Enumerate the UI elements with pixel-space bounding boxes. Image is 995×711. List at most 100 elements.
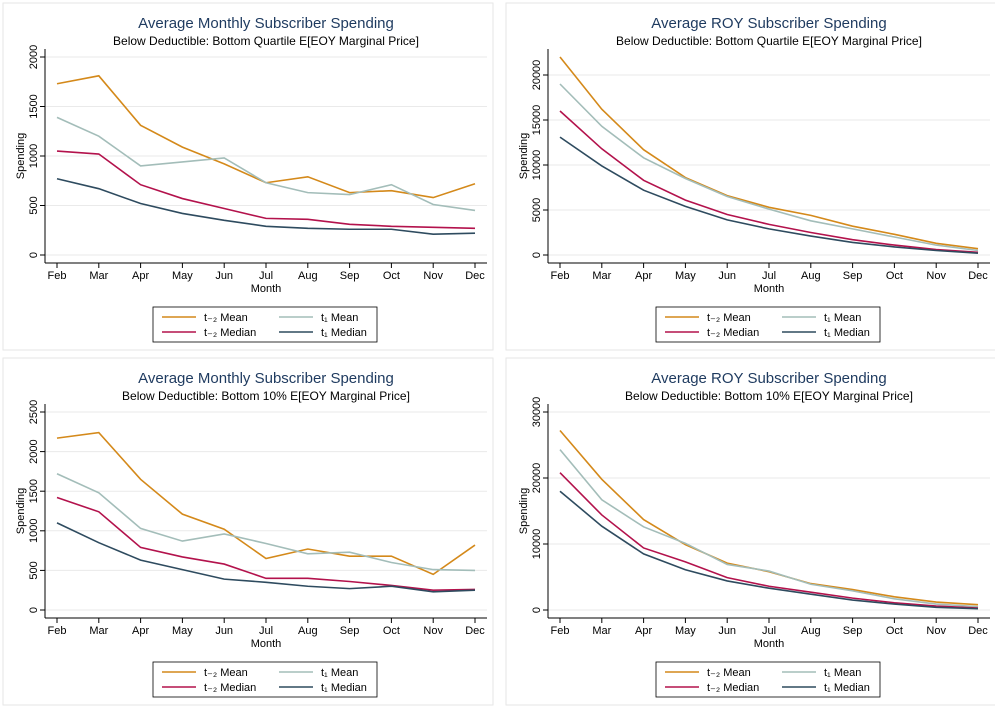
legend-label: t₋₂ Mean — [707, 312, 751, 324]
legend-label: t₁ Median — [321, 327, 367, 339]
x-tick-label: Feb — [551, 625, 570, 637]
panel — [505, 2, 995, 351]
x-tick-label: Feb — [48, 625, 67, 637]
series-line — [56, 473, 476, 572]
series-line — [559, 110, 979, 254]
chart-panel: Average ROY Subscriber Spending Below Ded… — [505, 2, 995, 351]
chart-panel: Average Monthly Subscriber Spending Below… — [2, 2, 494, 351]
x-tick-label: Oct — [886, 625, 903, 637]
x-tick-label: Sep — [843, 625, 863, 637]
x-axis-title: Month — [251, 283, 282, 295]
series-line — [559, 56, 979, 250]
x-tick-label: Feb — [48, 270, 67, 282]
series-line — [56, 522, 476, 593]
x-tick-label: Apr — [635, 625, 652, 637]
x-tick-label: Mar — [592, 270, 611, 282]
y-tick-label: 500 — [28, 561, 40, 579]
legend-label: t₋₂ Mean — [204, 312, 248, 324]
x-axis-title: Month — [754, 638, 785, 650]
y-tick-label: 30000 — [531, 397, 543, 428]
series-line — [559, 136, 979, 254]
chart-subtitle: Below Deductible: Bottom Quartile E[EOY … — [113, 34, 419, 48]
chart-title: Average ROY Subscriber Spending — [651, 15, 886, 32]
x-tick-label: Sep — [843, 270, 863, 282]
y-tick-label: 10000 — [531, 150, 543, 181]
series-line — [56, 150, 476, 230]
y-tick-label: 2000 — [28, 45, 40, 69]
x-tick-label: May — [172, 270, 193, 282]
x-tick-label: Nov — [926, 625, 946, 637]
legend-box — [152, 306, 378, 343]
y-tick-label: 1500 — [28, 94, 40, 118]
x-tick-label: Mar — [592, 625, 611, 637]
legend-label: t₁ Mean — [321, 312, 358, 324]
x-tick-label: Nov — [423, 625, 443, 637]
y-tick-label: 1500 — [28, 479, 40, 503]
y-axis-title: Spending — [15, 133, 27, 180]
legend-box — [655, 306, 881, 343]
x-axis-title: Month — [754, 283, 785, 295]
x-tick-label: Sep — [340, 625, 360, 637]
y-tick-label: 15000 — [531, 105, 543, 136]
legend-label: t₁ Mean — [824, 312, 861, 324]
series-line — [559, 449, 979, 608]
series-line — [559, 83, 979, 252]
y-tick-label: 1000 — [28, 144, 40, 168]
series-line — [56, 431, 476, 576]
y-tick-label: 0 — [531, 607, 543, 613]
legend-label: t₁ Median — [824, 327, 870, 339]
legend-label: t₋₂ Median — [707, 682, 759, 694]
y-tick-label: 0 — [531, 252, 543, 258]
panel — [2, 2, 494, 351]
x-tick-label: Jun — [718, 625, 736, 637]
legend-label: t₋₂ Median — [204, 327, 256, 339]
x-tick-label: Sep — [340, 270, 360, 282]
series-line — [56, 116, 476, 212]
x-tick-label: Jun — [718, 270, 736, 282]
x-tick-label: Aug — [298, 270, 318, 282]
y-tick-label: 2500 — [28, 400, 40, 424]
x-axis-title: Month — [251, 638, 282, 650]
y-axis-title: Spending — [518, 133, 530, 180]
x-tick-label: Oct — [383, 270, 400, 282]
y-tick-label: 2000 — [28, 439, 40, 463]
x-tick-label: Oct — [383, 625, 400, 637]
chart-title: Average ROY Subscriber Spending — [651, 370, 886, 387]
x-tick-label: Oct — [886, 270, 903, 282]
x-tick-label: Apr — [635, 270, 652, 282]
chart-panel: Average ROY Subscriber Spending Below Ded… — [505, 357, 995, 706]
chart-title: Average Monthly Subscriber Spending — [138, 370, 394, 387]
legend-label: t₁ Mean — [321, 667, 358, 679]
y-axis-title: Spending — [518, 488, 530, 535]
chart-subtitle: Below Deductible: Bottom Quartile E[EOY … — [616, 34, 922, 48]
y-tick-label: 500 — [28, 196, 40, 214]
y-tick-label: 0 — [28, 607, 40, 613]
x-tick-label: Jun — [215, 625, 233, 637]
y-tick-label: 5000 — [531, 198, 543, 222]
x-tick-label: Feb — [551, 270, 570, 282]
series-line — [56, 496, 476, 592]
x-tick-label: Aug — [801, 270, 821, 282]
x-tick-label: Dec — [465, 625, 485, 637]
x-tick-label: Apr — [132, 625, 149, 637]
panel — [505, 357, 995, 706]
x-tick-label: Mar — [89, 625, 108, 637]
y-axis-title: Spending — [15, 488, 27, 535]
x-tick-label: Jul — [259, 270, 273, 282]
legend-box — [152, 661, 378, 698]
legend-label: t₁ Median — [824, 682, 870, 694]
legend-box — [655, 661, 881, 698]
y-tick-label: 20000 — [531, 60, 543, 91]
x-tick-label: May — [172, 625, 193, 637]
x-tick-label: Jun — [215, 270, 233, 282]
y-tick-label: 0 — [28, 252, 40, 258]
x-tick-label: Mar — [89, 270, 108, 282]
legend-label: t₋₂ Median — [707, 327, 759, 339]
x-tick-label: Aug — [298, 625, 318, 637]
series-line — [559, 472, 979, 609]
legend-label: t₋₂ Median — [204, 682, 256, 694]
panel — [2, 357, 494, 706]
chart-subtitle: Below Deductible: Bottom 10% E[EOY Margi… — [122, 389, 410, 403]
x-tick-label: Jul — [762, 625, 776, 637]
